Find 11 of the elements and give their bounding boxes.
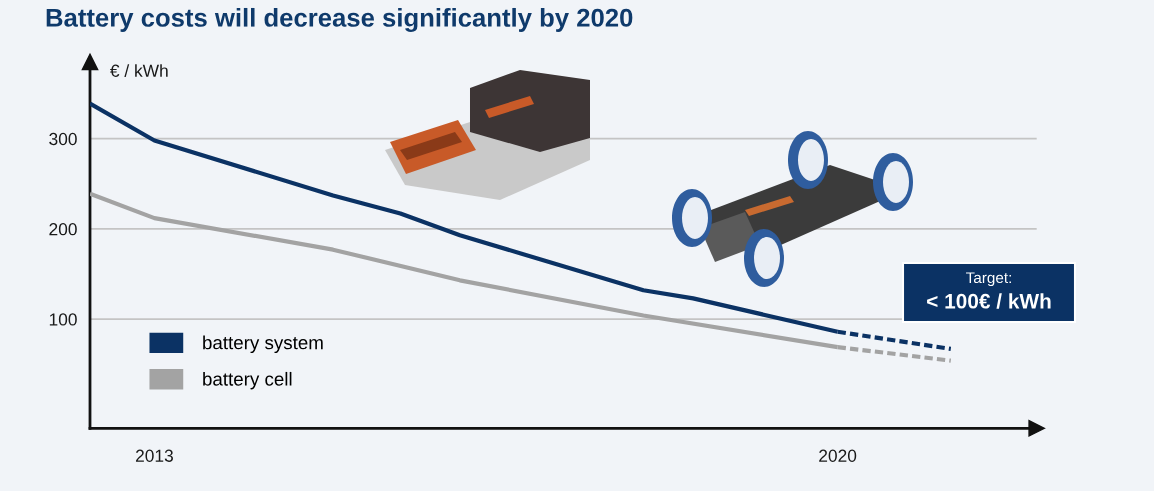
annotation: Target: bbox=[966, 272, 1011, 287]
y-tick-label: 200 bbox=[49, 223, 77, 236]
legend-label: battery cell bbox=[203, 371, 292, 390]
x-tick-label: 2020 bbox=[819, 449, 857, 462]
x-tick-label: 2013 bbox=[135, 449, 173, 462]
annotation: < 100€ / kWh bbox=[927, 293, 1051, 309]
chart-title: Battery costs will decrease significantly by 2020 bbox=[46, 7, 633, 33]
y-tick-label: 100 bbox=[49, 313, 77, 326]
y-axis-title: € / kWh bbox=[110, 64, 168, 77]
legend-label: battery system bbox=[203, 335, 323, 354]
y-tick-label: 300 bbox=[49, 132, 77, 146]
